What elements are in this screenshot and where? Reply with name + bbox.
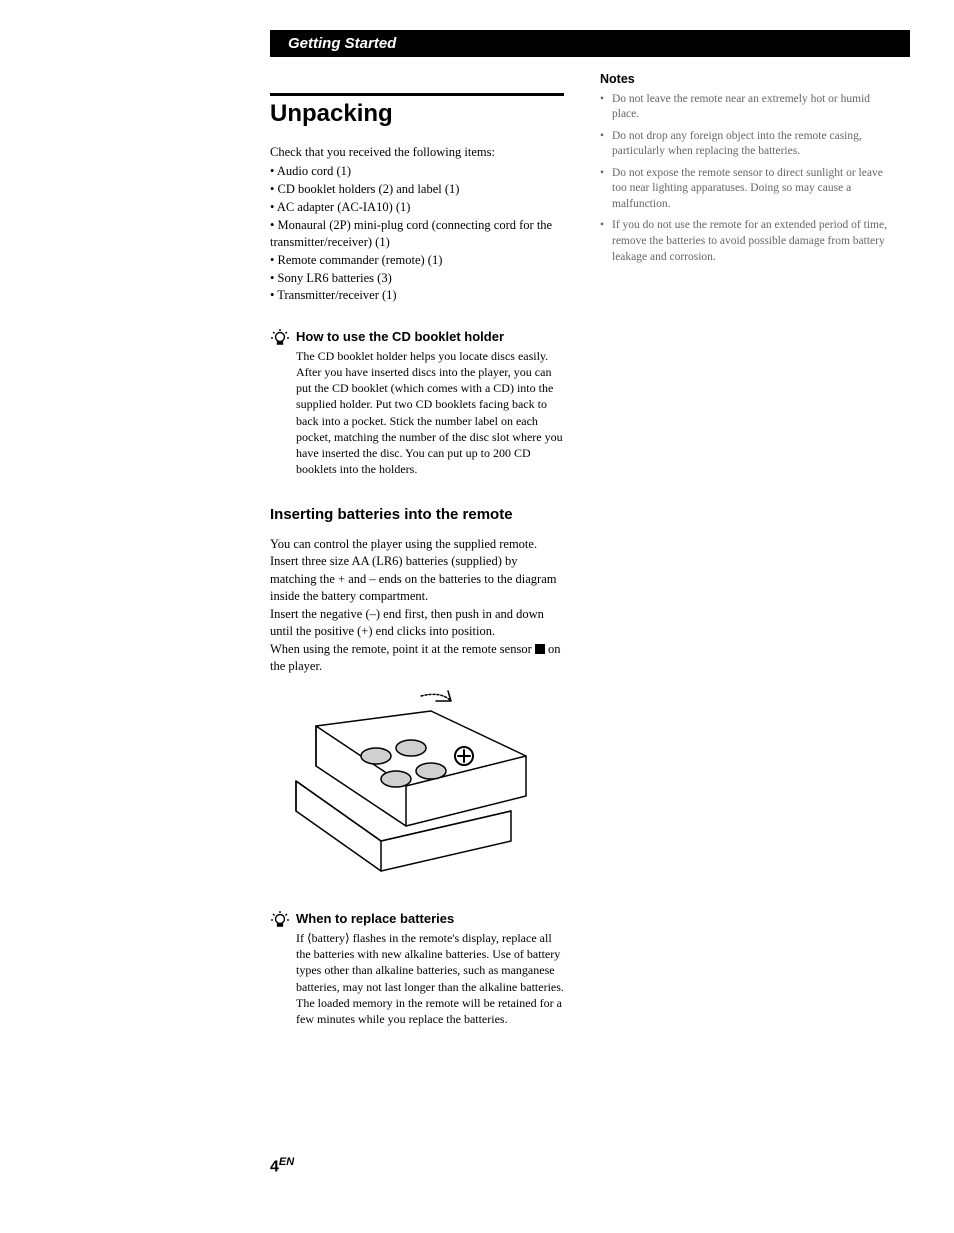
remote-sensor-icon <box>535 644 545 654</box>
page-number-value: 4 <box>270 1158 279 1175</box>
sub-heading: Inserting batteries into the remote <box>270 505 564 525</box>
note-item: Do not expose the remote sensor to direc… <box>600 166 900 213</box>
tip-content: How to use the CD booklet holder The CD … <box>296 328 564 477</box>
note-item: Do not leave the remote near an extremel… <box>600 92 900 123</box>
remote-battery-diagram <box>276 686 546 876</box>
note-item: Do not drop any foreign object into the … <box>600 129 900 160</box>
list-item: Transmitter/receiver (1) <box>270 287 564 304</box>
page-title: Unpacking <box>270 98 564 130</box>
left-column: Unpacking Check that you received the fo… <box>270 93 564 1027</box>
note-item: If you do not use the remote for an exte… <box>600 218 900 265</box>
tip-body: If ⟨battery⟩ flashes in the remote's dis… <box>296 930 564 1027</box>
tip-title: When to replace batteries <box>296 910 564 928</box>
tip-content: When to replace batteries If ⟨battery⟩ f… <box>296 910 564 1027</box>
tip-block-replace: When to replace batteries If ⟨battery⟩ f… <box>270 910 564 1027</box>
list-item: Monaural (2P) mini-plug cord (connecting… <box>270 217 564 251</box>
right-column: Notes Do not leave the remote near an ex… <box>600 71 900 1027</box>
list-item: CD booklet holders (2) and label (1) <box>270 181 564 198</box>
unpacking-list: Audio cord (1) CD booklet holders (2) an… <box>270 163 564 304</box>
list-item: Sony LR6 batteries (3) <box>270 270 564 287</box>
list-item: AC adapter (AC-IA10) (1) <box>270 199 564 216</box>
title-rule <box>270 93 564 96</box>
manual-page: Getting Started Unpacking Check that you… <box>0 0 954 1047</box>
lightbulb-icon <box>270 910 290 1027</box>
notes-heading: Notes <box>600 71 900 88</box>
body-span: Insert the negative (–) end first, then … <box>270 607 544 639</box>
tip-title: How to use the CD booklet holder <box>296 328 564 346</box>
tip-block-booklet: How to use the CD booklet holder The CD … <box>270 328 564 477</box>
page-number-suffix: EN <box>279 1156 294 1168</box>
body-text: You can control the player using the sup… <box>270 536 564 676</box>
two-column-layout: Unpacking Check that you received the fo… <box>270 93 934 1027</box>
section-header-bar: Getting Started <box>270 30 910 57</box>
tip-body: The CD booklet holder helps you locate d… <box>296 348 564 478</box>
intro-text: Check that you received the following it… <box>270 144 564 161</box>
body-span: When using the remote, point it at the r… <box>270 642 535 656</box>
page-number: 4EN <box>270 1156 294 1176</box>
body-span: You can control the player using the sup… <box>270 537 556 604</box>
list-item: Audio cord (1) <box>270 163 564 180</box>
list-item: Remote commander (remote) (1) <box>270 252 564 269</box>
notes-list: Do not leave the remote near an extremel… <box>600 92 900 265</box>
lightbulb-icon <box>270 328 290 477</box>
